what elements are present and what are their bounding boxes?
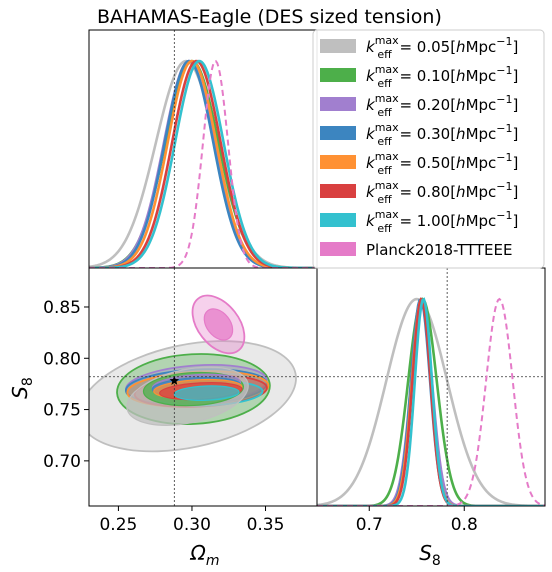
legend-label-6: kmax eff = 1.00[hMpc−1] <box>366 208 518 235</box>
legend-label-0: kmax eff = 0.05[hMpc−1] <box>366 34 518 61</box>
omega-m-marginal-curve-3 <box>89 59 317 268</box>
s8-marginal-curve-5 <box>317 297 545 506</box>
s8-marginal-panel: 0.7 0.8 <box>316 267 546 535</box>
x-axis-label-s8: S8 <box>419 541 441 569</box>
s8-marginal-xtick-label-0: 0.7 <box>356 515 383 535</box>
contour-ytick-label-0: 0.70 <box>43 452 81 472</box>
s8-marginal-curve-0 <box>317 297 545 506</box>
legend-label-3: kmax eff = 0.30[hMpc−1] <box>366 121 518 148</box>
x-axis-label-omega-m: Ωm <box>190 541 220 569</box>
legend-label-7: Planck2018-TTTEEE <box>366 241 512 259</box>
y-axis-label-s8: S8 <box>8 377 36 399</box>
contour-xtick-label-1: 0.30 <box>173 515 211 535</box>
legend: kmax eff = 0.05[hMpc−1]kmax eff = 0.10[hMp… <box>312 29 545 269</box>
s8-marginal-curve-1 <box>317 297 545 506</box>
contour-xtick-label-0: 0.25 <box>99 515 137 535</box>
legend-swatch-0 <box>320 39 356 53</box>
omega-m-s8-contour-panel: 0.25 0.30 0.35 0.70 0.75 0.80 0.85 <box>43 267 545 535</box>
legend-swatch-3 <box>320 126 356 140</box>
legend-swatch-1 <box>320 68 356 82</box>
s8-marginal-xtick-label-1: 0.8 <box>451 515 478 535</box>
legend-box <box>312 29 545 269</box>
legend-swatch-5 <box>320 184 356 198</box>
omega-m-marginal-curve-6 <box>89 59 317 268</box>
contour-ytick-label-2: 0.80 <box>43 349 81 369</box>
legend-label-5: kmax eff = 0.80[hMpc−1] <box>366 179 518 206</box>
figure-title: BAHAMAS-Eagle (DES sized tension) <box>97 6 442 28</box>
contour-ytick-label-3: 0.85 <box>43 298 81 318</box>
contour-1sigma-6 <box>173 385 240 402</box>
s8-marginal-curve-6 <box>317 297 545 506</box>
legend-swatch-4 <box>320 155 356 169</box>
legend-swatch-6 <box>320 213 356 227</box>
contour-ytick-label-1: 0.75 <box>43 401 81 421</box>
legend-label-1: kmax eff = 0.10[hMpc−1] <box>366 63 518 90</box>
legend-label-4: kmax eff = 0.50[hMpc−1] <box>366 150 518 177</box>
omega-m-marginal-panel <box>88 29 318 269</box>
legend-swatch-7 <box>320 242 356 256</box>
contour-xtick-label-2: 0.35 <box>247 515 285 535</box>
legend-label-2: kmax eff = 0.20[hMpc−1] <box>366 92 518 119</box>
contour-1sigma-7 <box>203 308 234 341</box>
fiducial-star-marker <box>169 375 180 385</box>
legend-swatch-2 <box>320 97 356 111</box>
